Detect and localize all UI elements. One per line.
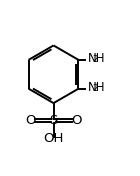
Text: S: S	[49, 114, 58, 127]
Text: NH: NH	[87, 81, 105, 94]
Text: O: O	[25, 114, 36, 127]
Text: NH: NH	[87, 52, 105, 65]
Text: 2: 2	[93, 55, 98, 64]
Text: 2: 2	[93, 84, 98, 93]
Text: OH: OH	[43, 132, 64, 145]
Text: O: O	[72, 114, 82, 127]
